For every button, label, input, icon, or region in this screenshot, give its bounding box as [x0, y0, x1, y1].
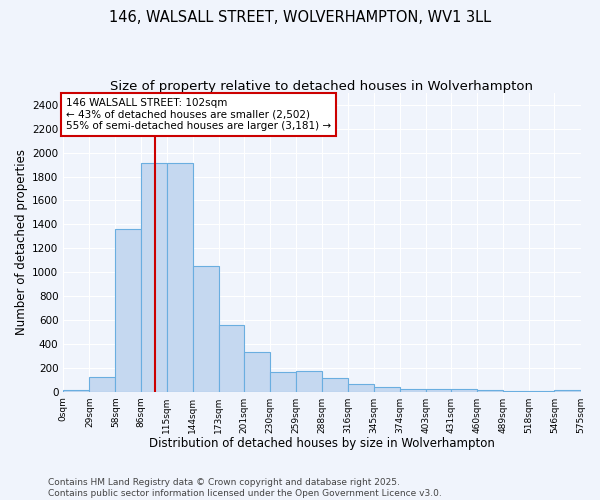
Title: Size of property relative to detached houses in Wolverhampton: Size of property relative to detached ho… [110, 80, 533, 93]
Y-axis label: Number of detached properties: Number of detached properties [15, 150, 28, 336]
Text: 146, WALSALL STREET, WOLVERHAMPTON, WV1 3LL: 146, WALSALL STREET, WOLVERHAMPTON, WV1 … [109, 10, 491, 25]
Bar [374, 388, 400, 392]
Bar [400, 388, 426, 392]
Bar [244, 352, 270, 392]
Bar [167, 164, 193, 392]
X-axis label: Distribution of detached houses by size in Wolverhampton: Distribution of detached houses by size … [149, 437, 495, 450]
Bar [426, 389, 451, 392]
Bar [296, 372, 322, 392]
Bar [63, 390, 89, 392]
Bar [115, 229, 140, 392]
Text: 146 WALSALL STREET: 102sqm
← 43% of detached houses are smaller (2,502)
55% of s: 146 WALSALL STREET: 102sqm ← 43% of deta… [66, 98, 331, 131]
Bar [193, 266, 219, 392]
Bar [451, 389, 477, 392]
Bar [529, 391, 554, 392]
Bar [554, 390, 581, 392]
Bar [347, 384, 374, 392]
Bar [219, 324, 244, 392]
Bar [503, 391, 529, 392]
Bar [477, 390, 503, 392]
Text: Contains HM Land Registry data © Crown copyright and database right 2025.
Contai: Contains HM Land Registry data © Crown c… [48, 478, 442, 498]
Bar [270, 372, 296, 392]
Bar [89, 376, 115, 392]
Bar [322, 378, 347, 392]
Bar [140, 164, 167, 392]
